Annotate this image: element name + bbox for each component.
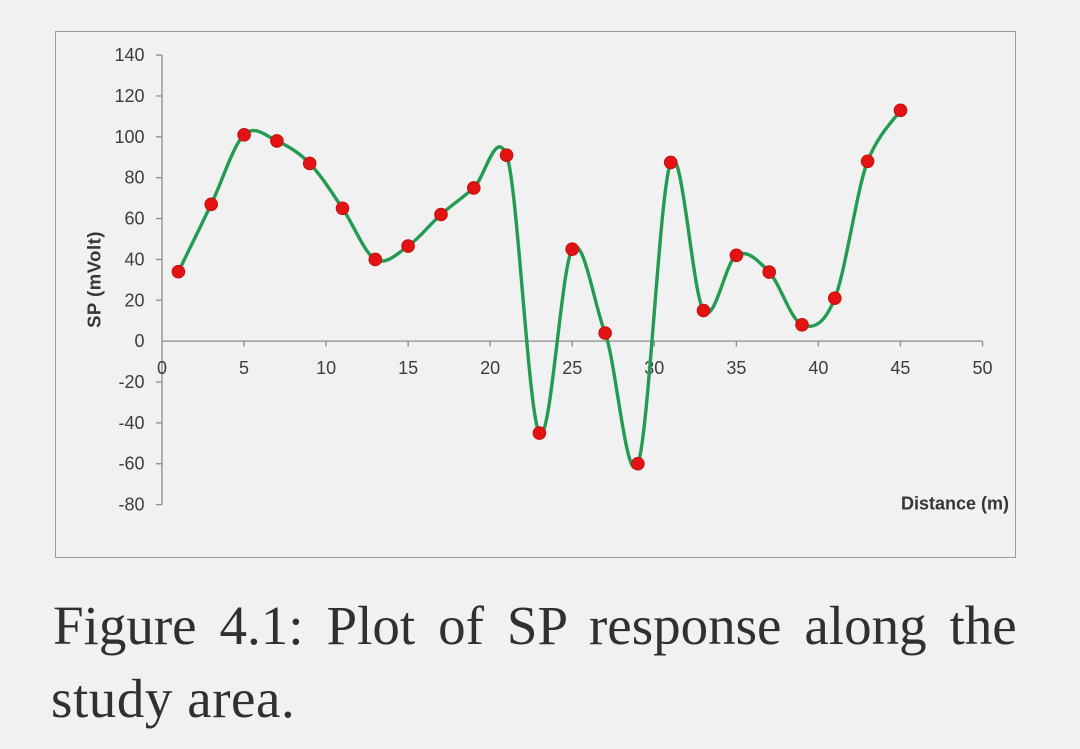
svg-text:-20: -20 — [118, 372, 144, 392]
svg-text:30: 30 — [644, 358, 664, 378]
svg-text:-80: -80 — [118, 495, 144, 515]
svg-text:-60: -60 — [118, 454, 144, 474]
svg-text:100: 100 — [114, 127, 144, 147]
svg-text:35: 35 — [726, 358, 746, 378]
svg-text:80: 80 — [124, 168, 144, 188]
svg-text:20: 20 — [124, 290, 144, 310]
svg-text:25: 25 — [562, 358, 582, 378]
svg-text:5: 5 — [239, 358, 249, 378]
svg-text:Distance (m): Distance (m) — [901, 494, 1009, 514]
svg-text:50: 50 — [972, 358, 992, 378]
svg-text:20: 20 — [480, 358, 500, 378]
svg-text:15: 15 — [398, 358, 418, 378]
svg-text:60: 60 — [124, 209, 144, 229]
svg-text:0: 0 — [157, 358, 167, 378]
svg-text:140: 140 — [114, 45, 144, 65]
svg-text:10: 10 — [316, 358, 336, 378]
svg-text:-40: -40 — [118, 413, 144, 433]
svg-text:45: 45 — [890, 358, 910, 378]
svg-text:0: 0 — [134, 331, 144, 351]
svg-text:120: 120 — [114, 86, 144, 106]
svg-text:SP (mVolt): SP (mVolt) — [84, 231, 105, 328]
svg-text:40: 40 — [124, 249, 144, 269]
svg-text:40: 40 — [808, 358, 828, 378]
